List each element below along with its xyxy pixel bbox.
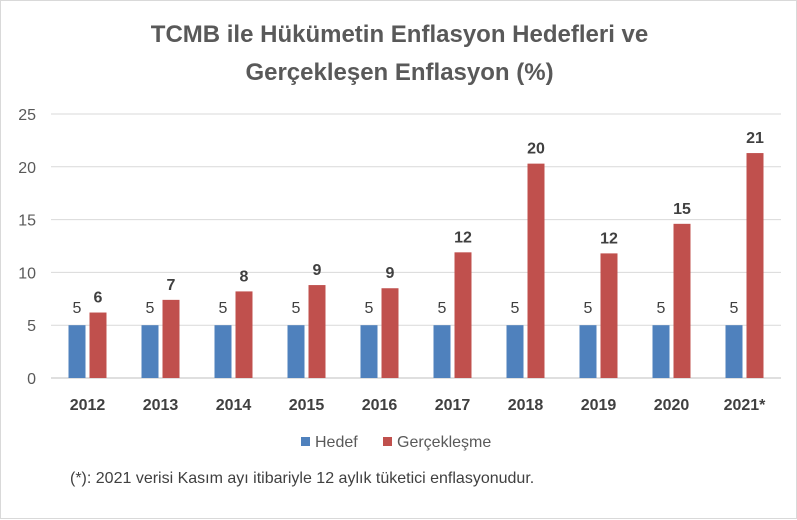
bar-hedef	[433, 325, 451, 378]
x-tick-label: 2020	[654, 397, 690, 414]
chart-title-line-2: Gerçekleşen Enflasyon (%)	[245, 59, 554, 86]
x-tick-label: 2017	[435, 397, 471, 414]
data-label: 12	[454, 229, 472, 246]
data-label: 21	[746, 130, 764, 147]
y-tick-label: 5	[27, 318, 36, 335]
data-label: 15	[673, 201, 691, 218]
x-tick-label: 2012	[70, 397, 106, 414]
bar-gerceklesme	[600, 253, 618, 378]
x-tick-label: 2015	[289, 397, 325, 414]
x-tick-label: 2021*	[724, 397, 767, 414]
data-label: 5	[730, 300, 739, 317]
bar-hedef	[652, 325, 670, 378]
x-tick-label: 2014	[216, 397, 252, 414]
bar-gerceklesme	[381, 288, 399, 378]
bar-gerceklesme	[527, 163, 545, 378]
data-label: 20	[527, 141, 545, 158]
bar-hedef	[214, 325, 232, 378]
data-label: 7	[167, 277, 176, 294]
y-tick-label: 15	[18, 213, 36, 230]
bar-hedef	[68, 325, 86, 378]
x-tick-label: 2016	[362, 397, 398, 414]
bar-hedef	[579, 325, 597, 378]
data-label: 5	[146, 300, 155, 317]
x-tick-label: 2019	[581, 397, 617, 414]
bar-hedef	[360, 325, 378, 378]
bar-gerceklesme	[673, 223, 691, 378]
legend-swatch-hedef	[301, 437, 310, 446]
data-label: 9	[386, 265, 395, 282]
data-label: 5	[511, 300, 520, 317]
legend-label-hedef: Hedef	[315, 434, 358, 451]
legend-label-gerceklesme: Gerçekleşme	[397, 434, 491, 451]
bar-hedef	[141, 325, 159, 378]
data-label: 5	[365, 300, 374, 317]
data-label: 8	[240, 268, 249, 285]
data-label: 5	[73, 300, 82, 317]
bar-gerceklesme	[746, 153, 764, 378]
chart-title-line-1: TCMB ile Hükümetin Enflasyon Hedefleri v…	[150, 21, 649, 48]
bar-gerceklesme	[308, 285, 326, 378]
data-label: 9	[313, 262, 322, 279]
bar-gerceklesme	[454, 252, 472, 378]
footnote: (*): 2021 verisi Kasım ayı itibariyle 12…	[70, 470, 535, 487]
y-tick-label: 10	[18, 265, 36, 282]
y-tick-label: 20	[18, 160, 36, 177]
y-tick-label: 25	[18, 107, 36, 124]
data-label: 5	[219, 300, 228, 317]
bar-hedef	[287, 325, 305, 378]
data-label: 6	[94, 290, 103, 307]
data-label: 5	[657, 300, 666, 317]
data-label: 12	[600, 230, 618, 247]
x-tick-label: 2018	[508, 397, 544, 414]
bar-gerceklesme	[89, 312, 107, 378]
data-label: 5	[292, 300, 301, 317]
bar-gerceklesme	[162, 299, 180, 378]
y-tick-label: 0	[27, 371, 36, 388]
data-label: 5	[438, 300, 447, 317]
legend-swatch-gerceklesme	[383, 437, 392, 446]
data-label: 5	[584, 300, 593, 317]
x-tick-label: 2013	[143, 397, 179, 414]
bar-gerceklesme	[235, 291, 253, 378]
bar-hedef	[506, 325, 524, 378]
bar-hedef	[725, 325, 743, 378]
